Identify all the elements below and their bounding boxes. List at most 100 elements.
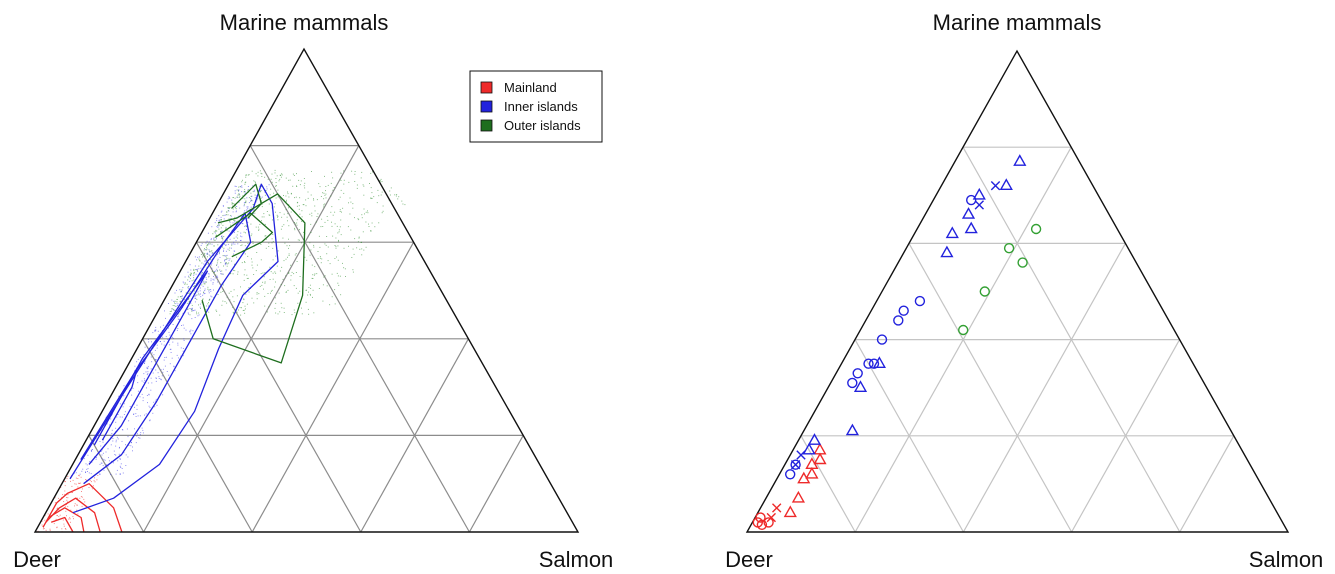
density-dot	[65, 481, 66, 483]
density-dot	[309, 242, 311, 244]
density-dot	[115, 445, 117, 447]
density-dot	[303, 238, 304, 240]
density-dot	[277, 216, 278, 218]
density-dot	[285, 201, 287, 203]
density-dot	[265, 235, 267, 237]
density-dot	[331, 273, 333, 275]
density-dot	[296, 224, 298, 226]
density-dot	[210, 290, 212, 292]
density-dot	[234, 221, 236, 223]
density-dot	[242, 197, 244, 199]
density-dot	[226, 240, 228, 242]
density-dot	[267, 178, 269, 180]
density-dot	[119, 458, 121, 460]
density-dot	[146, 367, 148, 369]
legend-label-mainland: Mainland	[504, 80, 557, 95]
density-dot	[274, 297, 276, 299]
density-dot	[243, 211, 245, 213]
density-dot	[310, 223, 312, 225]
density-dot	[193, 270, 195, 271]
data-point-cross	[772, 503, 782, 513]
density-dot	[404, 204, 406, 206]
density-dot	[91, 461, 93, 463]
density-dot	[149, 420, 151, 422]
density-dot	[68, 518, 70, 520]
density-dot	[299, 276, 301, 277]
density-dot	[250, 192, 252, 194]
density-dot	[256, 298, 258, 300]
density-dot	[215, 309, 217, 311]
density-dot	[183, 282, 185, 284]
density-dot	[244, 261, 245, 263]
density-dot	[168, 303, 169, 304]
density-dot	[218, 223, 220, 225]
density-dot	[185, 329, 187, 331]
density-dot	[308, 287, 310, 288]
density-dot	[301, 307, 302, 309]
density-dot	[153, 401, 155, 403]
density-dot	[232, 222, 234, 224]
density-dot	[239, 193, 241, 195]
density-dot	[147, 366, 149, 368]
density-dot	[102, 452, 104, 454]
density-dot	[287, 256, 288, 258]
density-dot	[234, 250, 236, 252]
density-dot	[256, 264, 258, 266]
density-dot	[357, 241, 359, 243]
density-dot	[222, 239, 224, 241]
density-dot	[241, 181, 243, 183]
density-dot	[177, 296, 179, 298]
grid-line	[195, 241, 362, 533]
density-dot	[352, 271, 354, 273]
density-dot	[105, 451, 107, 453]
density-dot	[340, 172, 342, 174]
density-dot	[112, 462, 114, 464]
density-dot	[145, 371, 147, 373]
density-dot	[181, 325, 182, 326]
density-dot	[64, 490, 66, 492]
density-dot	[234, 192, 236, 194]
density-dot	[275, 178, 277, 179]
density-dot	[297, 302, 299, 304]
density-dot	[279, 311, 281, 313]
density-dot	[244, 183, 246, 185]
density-dot	[190, 275, 191, 277]
density-dot	[151, 361, 153, 363]
density-dot	[223, 249, 225, 251]
density-dot	[274, 172, 276, 174]
density-dot	[377, 189, 379, 191]
density-dot	[69, 517, 71, 519]
density-dot	[204, 252, 206, 254]
density-dot	[60, 487, 62, 488]
density-dot	[143, 378, 145, 380]
grid-line	[142, 338, 253, 533]
density-dot	[182, 287, 184, 289]
density-dot	[356, 187, 358, 189]
density-dot	[147, 402, 148, 404]
density-dot	[269, 214, 271, 216]
density-dot	[208, 243, 210, 245]
density-dot	[112, 438, 114, 439]
density-dot	[283, 260, 285, 262]
grid-line	[88, 435, 145, 533]
density-dot	[110, 435, 112, 437]
density-dot	[275, 197, 277, 199]
density-dot	[190, 272, 192, 274]
density-dot	[123, 395, 125, 397]
density-dot	[288, 272, 290, 274]
density-dot	[277, 219, 279, 221]
density-dot	[134, 406, 135, 408]
density-dot	[204, 256, 206, 258]
legend-swatch-inner-islands	[480, 100, 493, 113]
density-dot	[201, 272, 203, 274]
density-dot	[193, 274, 195, 276]
density-contour	[88, 270, 209, 465]
density-dot	[256, 252, 258, 253]
density-dot	[220, 211, 222, 213]
density-dot	[316, 216, 318, 217]
density-dot	[350, 229, 352, 231]
data-point-cross	[766, 512, 776, 523]
density-dot	[344, 268, 346, 270]
density-dot	[401, 200, 403, 202]
density-dot	[102, 439, 104, 441]
